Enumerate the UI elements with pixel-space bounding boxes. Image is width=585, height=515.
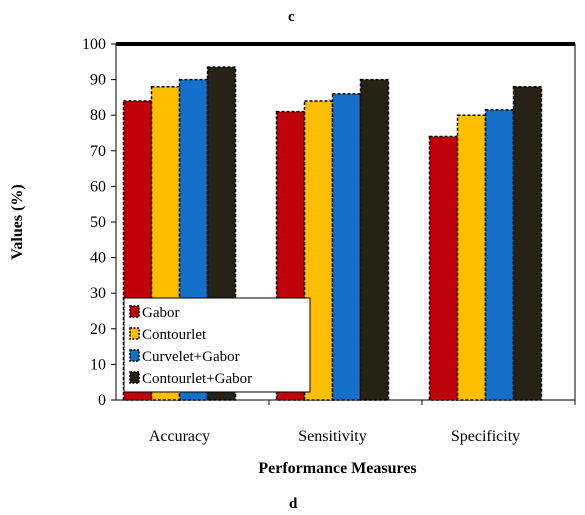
- x-tick-label: Accuracy: [149, 428, 210, 445]
- bar-contourlet-gabor: [359, 78, 390, 401]
- y-tick-label: 60: [90, 178, 106, 195]
- legend-label: Contourlet: [142, 327, 207, 343]
- y-tick-label: 100: [82, 36, 106, 53]
- legend-label: Curvelet+Gabor: [142, 349, 240, 365]
- y-tick-label: 30: [90, 285, 106, 302]
- x-tick-label: Specificity: [451, 428, 520, 445]
- y-tick-label: 70: [90, 143, 106, 160]
- y-tick-label: 50: [90, 214, 106, 231]
- legend-box: [123, 297, 311, 393]
- legend-swatch: [129, 349, 140, 362]
- panel-label-d: d: [289, 496, 298, 512]
- x-axis-title: Performance Measures: [258, 460, 416, 477]
- bar-curvelet-gabor: [331, 93, 362, 401]
- legend-label: Contourlet+Gabor: [142, 371, 252, 387]
- bar-contourlet-gabor: [512, 85, 543, 401]
- y-tick-label: 10: [90, 356, 106, 373]
- legend-label: Gabor: [142, 305, 180, 321]
- legend-swatch: [129, 371, 140, 384]
- legend-swatch: [129, 327, 140, 340]
- y-tick-label: 20: [90, 321, 106, 338]
- legend-swatch: [129, 305, 140, 318]
- y-tick-label: 90: [90, 72, 106, 89]
- bar-curvelet-gabor: [484, 109, 515, 401]
- x-tick-label: Sensitivity: [298, 428, 366, 445]
- panel-label-c: c: [288, 9, 295, 25]
- y-tick-label: 0: [98, 392, 106, 409]
- bar-gabor: [428, 135, 459, 401]
- bar-contourlet: [456, 114, 487, 401]
- y-axis-title: Values (%): [9, 184, 26, 259]
- y-tick-label: 80: [90, 107, 106, 124]
- y-tick-label: 40: [90, 250, 106, 267]
